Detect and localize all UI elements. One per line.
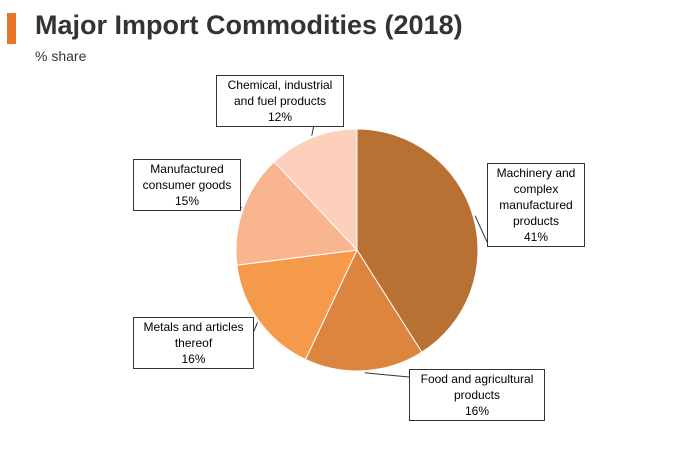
slice-label-name: Metals and articles <box>143 320 244 334</box>
slice-label-value: 41% <box>523 230 549 244</box>
pie-slice <box>236 249 358 361</box>
slice-label: Food and agricultural products 16% <box>409 369 545 421</box>
slice-label-name: manufactured <box>499 198 573 212</box>
slice-label: Metals and articles thereof 16% <box>133 317 254 369</box>
slice-label: Machinery and complex manufactured products… <box>487 163 585 247</box>
chart-subtitle: % share <box>35 48 87 64</box>
slice-label-name: products <box>512 214 560 228</box>
leader-line <box>474 215 488 243</box>
slice-label-value: 16% <box>181 352 206 366</box>
leader-line <box>364 372 410 378</box>
slice-label: Chemical, industrial and fuel products 12% <box>216 75 344 127</box>
pie-slice <box>273 128 358 252</box>
slice-label-value: 12% <box>267 110 293 124</box>
slice-label-name: Food and agricultural <box>420 372 534 386</box>
slice-label: Manufactured consumer goods 15% <box>133 159 241 211</box>
slice-label-name: Machinery and <box>496 166 576 180</box>
title-accent-bar <box>7 13 16 44</box>
slice-label-name: thereof <box>174 336 213 350</box>
pie-slice <box>304 248 423 372</box>
slice-label-value: 16% <box>464 404 490 418</box>
slice-label-name: consumer goods <box>142 178 232 192</box>
slice-label-name: complex <box>513 182 559 196</box>
pie-slice <box>235 161 359 266</box>
pie-slice <box>356 128 479 353</box>
slice-label-name: Manufactured <box>150 162 224 176</box>
slice-label-name: and fuel products <box>233 94 327 108</box>
chart-title: Major Import Commodities (2018) <box>35 10 463 40</box>
slice-label-name: products <box>453 388 501 402</box>
slice-label-value: 15% <box>174 194 200 208</box>
leader-line <box>253 322 258 332</box>
slice-label-name: Chemical, industrial <box>227 78 333 92</box>
